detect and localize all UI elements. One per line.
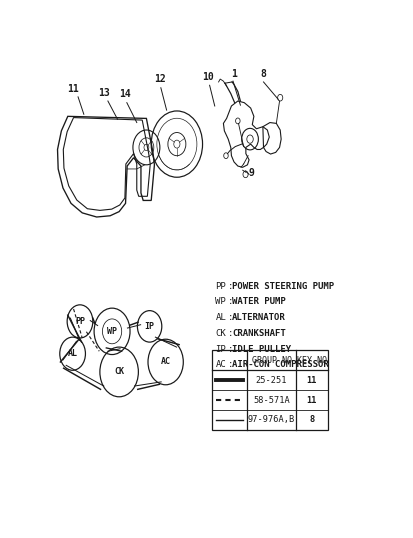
Text: KEY NO: KEY NO — [296, 356, 326, 365]
Text: AL: AL — [215, 313, 225, 322]
Text: :: : — [227, 345, 233, 353]
Text: 12: 12 — [154, 74, 166, 84]
Text: 10: 10 — [202, 72, 214, 82]
Text: IDLE PULLEY: IDLE PULLEY — [232, 345, 290, 353]
Text: CK: CK — [114, 367, 124, 377]
Text: 8: 8 — [308, 415, 313, 424]
Text: 1: 1 — [231, 69, 237, 79]
Text: :: : — [227, 360, 233, 370]
Text: 11: 11 — [306, 395, 316, 405]
Text: PP: PP — [215, 282, 225, 291]
Text: IP: IP — [215, 345, 225, 353]
Text: :: : — [227, 282, 233, 291]
Text: CK: CK — [215, 329, 225, 338]
Text: 58-571A: 58-571A — [252, 395, 289, 405]
Text: 11: 11 — [67, 84, 79, 94]
Text: GROUP NO: GROUP NO — [251, 356, 291, 365]
Text: IP: IP — [144, 322, 154, 331]
Text: 8: 8 — [260, 69, 266, 79]
Text: 13: 13 — [97, 88, 109, 98]
Text: AC: AC — [215, 360, 225, 370]
Bar — [212, 350, 327, 430]
Text: 9: 9 — [248, 168, 254, 179]
Text: WP: WP — [215, 298, 225, 307]
Text: :: : — [227, 329, 233, 338]
Text: 97-976A,B: 97-976A,B — [247, 415, 294, 424]
Text: POWER STEERING PUMP: POWER STEERING PUMP — [232, 282, 333, 291]
Text: AL: AL — [67, 349, 77, 358]
Text: CRANKSHAFT: CRANKSHAFT — [232, 329, 285, 338]
Text: PP: PP — [75, 317, 85, 326]
Text: 14: 14 — [119, 89, 131, 100]
Text: AIR-CON COMPRESSOR: AIR-CON COMPRESSOR — [232, 360, 328, 370]
Text: 25-251: 25-251 — [255, 376, 287, 385]
Text: ALTERNATOR: ALTERNATOR — [232, 313, 285, 322]
Text: WATER PUMP: WATER PUMP — [232, 298, 285, 307]
Text: AC: AC — [160, 357, 170, 366]
Text: :: : — [227, 313, 233, 322]
Text: :: : — [227, 298, 233, 307]
Text: WP: WP — [107, 327, 117, 336]
Text: 11: 11 — [306, 376, 316, 385]
